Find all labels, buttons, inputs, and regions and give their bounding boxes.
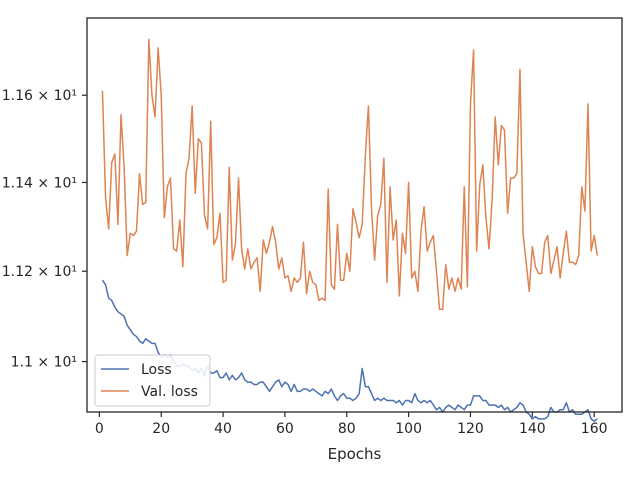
legend: Loss Val. loss <box>94 354 211 407</box>
x-axis: 0 20 40 60 80 100 120 140 160 <box>95 412 608 437</box>
legend-label: Val. loss <box>141 384 198 400</box>
legend-box <box>94 354 211 407</box>
x-axis-label: Epochs <box>328 445 382 463</box>
x-tick-label: 40 <box>214 421 232 437</box>
x-tick-label: 100 <box>395 421 422 437</box>
y-tick-label: 1.16 × 10¹ <box>2 88 77 104</box>
legend-label: Loss <box>141 362 172 378</box>
x-tick-label: 0 <box>95 421 104 437</box>
y-tick-label: 1.1 × 10¹ <box>11 355 77 371</box>
series-val-loss-line <box>101 38 599 311</box>
plot-frame <box>86 17 623 413</box>
y-tick-label: 1.12 × 10¹ <box>2 264 77 280</box>
y-tick-label: 1.14 × 10¹ <box>2 175 77 191</box>
x-tick-label: 20 <box>152 421 170 437</box>
x-tick-label: 160 <box>581 421 608 437</box>
x-tick-label: 140 <box>519 421 546 437</box>
x-tick-label: 120 <box>457 421 484 437</box>
y-axis: 1.1 × 10¹ 1.12 × 10¹ 1.14 × 10¹ 1.16 × 10¹ <box>2 88 87 371</box>
x-tick-label: 80 <box>338 421 356 437</box>
x-tick-label: 60 <box>276 421 294 437</box>
